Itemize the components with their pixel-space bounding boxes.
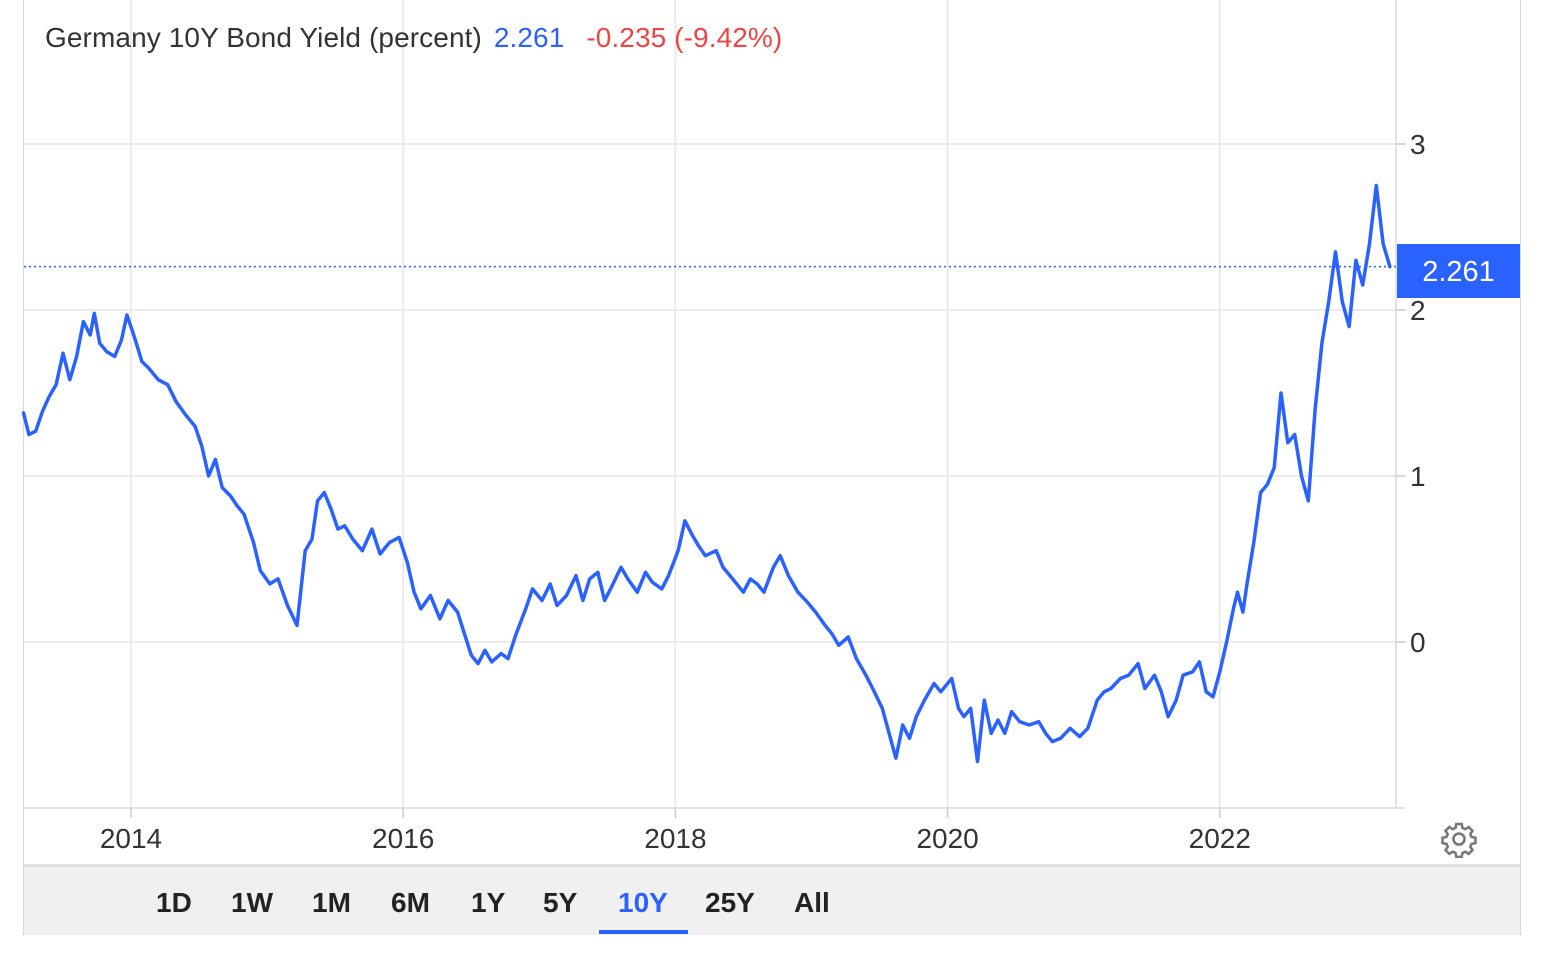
x-tick-label: 2020 bbox=[916, 823, 978, 854]
range-1w[interactable]: 1W bbox=[231, 887, 273, 918]
legend-change: -0.235 (-9.42%) bbox=[586, 22, 783, 53]
legend-title: Germany 10Y Bond Yield (percent) bbox=[45, 22, 482, 53]
range-25y[interactable]: 25Y bbox=[705, 887, 755, 918]
range-5y[interactable]: 5Y bbox=[543, 887, 578, 918]
y-tick-label: 1 bbox=[1410, 461, 1426, 492]
active-range-indicator bbox=[599, 930, 688, 934]
range-1y[interactable]: 1Y bbox=[471, 887, 506, 918]
range-1m[interactable]: 1M bbox=[312, 887, 351, 918]
y-tick-label: 3 bbox=[1410, 129, 1426, 160]
axes: 0 1 2 3 2014 2016 2018 2020 2022 bbox=[24, 0, 1520, 866]
x-tick-label: 2022 bbox=[1189, 823, 1251, 854]
x-tick-label: 2014 bbox=[100, 823, 162, 854]
chart-legend: Germany 10Y Bond Yield (percent) 2.261 -… bbox=[45, 22, 782, 54]
series-layer bbox=[21, 183, 1397, 764]
grid-lines bbox=[24, 0, 1396, 808]
y-tick-label: 0 bbox=[1410, 627, 1426, 658]
range-10y[interactable]: 10Y bbox=[618, 887, 668, 918]
series-line-0 bbox=[21, 183, 1392, 764]
last-price-tag: 2.261 bbox=[1397, 244, 1520, 298]
gear-icon[interactable] bbox=[1440, 820, 1478, 859]
range-6m[interactable]: 6M bbox=[391, 887, 430, 918]
range-1d[interactable]: 1D bbox=[156, 887, 192, 918]
y-tick-label: 2 bbox=[1410, 295, 1426, 326]
range-all[interactable]: All bbox=[794, 887, 830, 918]
x-tick-label: 2018 bbox=[644, 823, 706, 854]
x-tick-label: 2016 bbox=[372, 823, 434, 854]
legend-last-value: 2.261 bbox=[493, 22, 565, 53]
range-selector: 1D 1W 1M 6M 1Y 5Y 10Y 25Y All bbox=[24, 866, 1520, 935]
